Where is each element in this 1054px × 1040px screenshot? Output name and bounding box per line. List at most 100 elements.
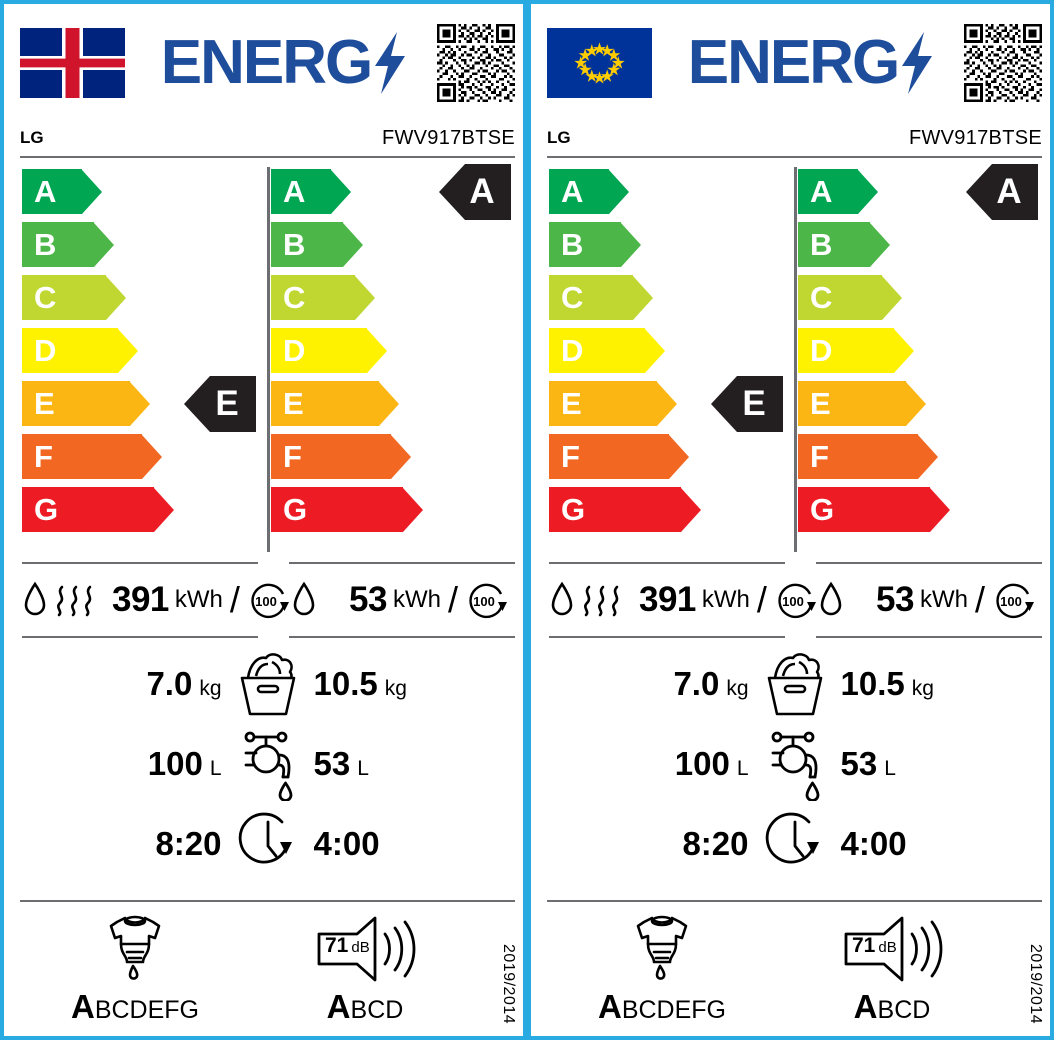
energy-label-panel-uk: ENERG [0,0,527,1040]
class-arrow-letter: D [810,333,833,368]
rated-class-pointer-wash: E [184,376,256,432]
class-arrow-tip [331,169,351,214]
brand-model-row-eu: LG FWV917BTSE [547,122,1042,154]
spin-class-remaining: BCDEFG [621,996,727,1024]
class-arrow-body: E [549,381,657,426]
class-arrow-letter: G [34,492,59,527]
class-arrow-tip [94,222,114,267]
regulation-reference: 2019/2014 [500,943,517,1024]
class-arrow-a: A [22,169,174,214]
specifications-eu: 7.0 kg 10.5 kg [547,644,1042,894]
class-arrow-body: E [22,381,130,426]
class-arrow-body: B [798,222,870,267]
energy-wordmark-uk: ENERG [125,32,437,94]
class-arrow-e: E [798,381,950,426]
class-arrow-letter: F [283,439,302,474]
cycles-100-icon: 100 [251,583,289,619]
class-arrow-tip [82,169,102,214]
spin-class-rated: A [597,988,622,1025]
energy-value-wash: 391 [639,580,696,619]
svg-text:100: 100 [782,594,804,609]
class-arrow-tip [882,275,902,320]
class-arrow-tip [633,275,653,320]
duration-wash: 8:20 [682,825,749,862]
spin-class-label: ABCDEFG [598,990,726,1023]
class-arrow-tip [391,434,411,479]
capacity-row: 7.0 kg 10.5 kg [547,644,1042,724]
class-arrow-body: G [22,487,154,532]
duration-row: 8:20 4:00 [547,804,1042,884]
duration-washdry: 4:00 [313,825,380,862]
energy-consumption-wash: 391 kWh / 100 [20,562,289,640]
class-arrow-g: G [798,487,950,532]
class-arrow-letter: D [561,333,584,368]
water-washdry: 53 L [840,745,896,782]
spin-class-cell: ABCDEFG [547,910,777,1030]
class-arrow-body: C [22,275,106,320]
class-arrow-d: D [549,328,701,373]
eu-flag [547,28,652,98]
energy-consumption-band-eu: 391 kWh / 100 [547,562,1042,640]
class-arrow-e: E [549,381,701,426]
class-arrow-body: C [271,275,355,320]
class-arrow-tip [645,328,665,373]
class-arrow-tip [379,381,399,426]
class-arrow-body: G [798,487,930,532]
water-wash: 100 L [147,745,222,782]
class-arrow-body: E [798,381,906,426]
bottom-divider [547,900,1042,902]
class-arrow-letter: F [34,439,53,474]
class-arrow-letter: F [561,439,580,474]
model-identifier: FWV917BTSE [908,126,1042,149]
speaker-noise-icon [844,916,943,982]
water-tap-icon [244,731,292,801]
class-arrow-body: D [22,328,118,373]
class-arrow-tip [403,487,423,532]
class-arrow-g: G [22,487,174,532]
class-arrow-g: G [549,487,701,532]
class-arrow-tip [367,328,387,373]
spin-class-label: ABCDEFG [71,990,199,1023]
class-arrow-letter: E [283,386,304,421]
supplier-brand: LG [547,128,571,147]
lightning-bolt-icon [902,32,933,94]
rated-class-pointer-washdry: A [966,164,1038,220]
brand-model-row-uk: LG FWV917BTSE [20,122,515,154]
class-arrow-f: F [271,434,423,479]
class-arrow-b: B [549,222,701,267]
energy-value-washdry: 53 [876,580,914,619]
class-arrow-letter: G [561,492,586,527]
cycles-100-icon: 100 [996,583,1034,619]
class-arrow-f: F [549,434,701,479]
header-divider [20,156,515,158]
class-arrow-tip [681,487,701,532]
class-arrow-tip [894,328,914,373]
noise-class-cell: 71 dB ABCD [777,910,1007,1030]
class-arrow-tip [118,328,138,373]
duration-wash: 8:20 [155,825,222,862]
cycles-100-icon: 100 [778,583,816,619]
water-wash: 100 L [674,745,749,782]
energy-unit-washdry: kWh [919,586,968,613]
svg-text:100: 100 [473,594,495,609]
class-arrow-tip [142,434,162,479]
class-arrow-letter: D [34,333,57,368]
class-arrow-body: D [549,328,645,373]
qr-code-icon [437,24,515,102]
class-arrow-c: C [549,275,701,320]
energy-label-panel-eu: ENERG [527,0,1054,1040]
class-arrow-tip [621,222,641,267]
noise-db-unit: dB [878,939,897,956]
water-drop-icon [551,581,573,616]
class-arrow-body: F [549,434,669,479]
energy-consumption-washdry: 53 kWh / 100 [269,562,515,640]
class-arrow-a: A [798,169,950,214]
class-arrow-c: C [22,275,174,320]
class-arrow-body: F [271,434,391,479]
energy-consumption-wash: 391 kWh / 100 [547,562,816,640]
union-jack-flag [20,28,125,98]
class-arrow-body: A [549,169,609,214]
